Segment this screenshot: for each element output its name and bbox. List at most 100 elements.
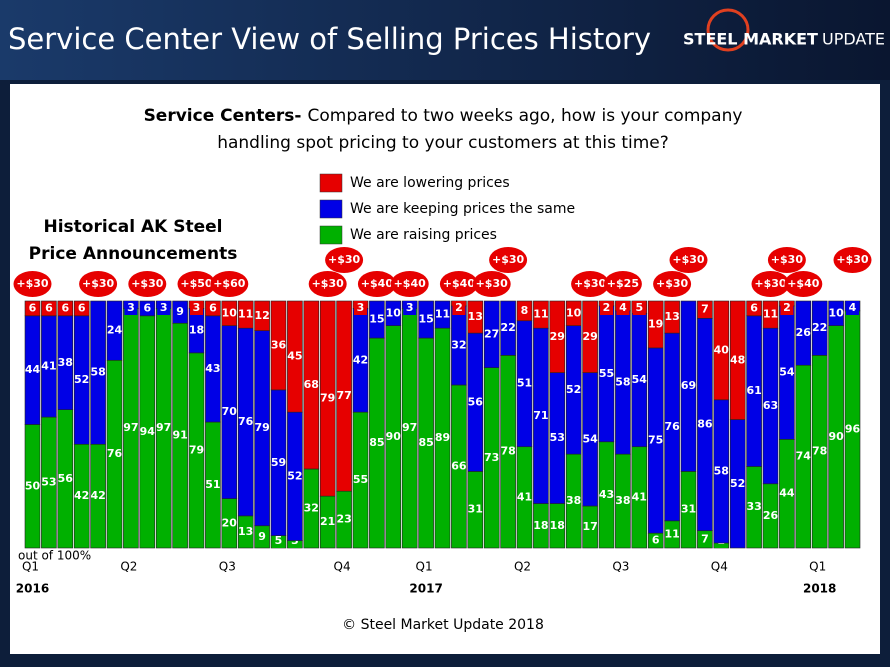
value-label: 7 — [701, 532, 709, 545]
value-label: 77 — [336, 389, 351, 402]
value-label: 9 — [176, 305, 184, 318]
value-label: 85 — [369, 436, 384, 449]
value-label: 68 — [304, 378, 319, 391]
value-label: 78 — [500, 445, 515, 458]
value-label: 97 — [402, 421, 417, 434]
label-box — [157, 301, 171, 315]
value-label: 76 — [664, 420, 680, 433]
value-label: 26 — [796, 326, 812, 339]
x-tick-label: Q3 — [612, 560, 629, 574]
announcement-bubble — [767, 247, 806, 273]
value-label: 40 — [714, 343, 730, 356]
chart-title-text: Compared to two weeks ago, how is your c… — [307, 106, 742, 126]
bar-segment — [24, 300, 41, 317]
logo-light: UPDATE — [822, 30, 885, 49]
value-label: 41 — [517, 490, 532, 503]
value-label: 42 — [90, 489, 105, 502]
value-label: 66 — [451, 459, 467, 472]
bar-segment — [680, 300, 697, 472]
value-label: 38 — [58, 356, 73, 369]
legend-swatch — [319, 173, 343, 193]
value-label: 52 — [74, 373, 89, 386]
value-label: 51 — [205, 478, 220, 491]
x-tick-label: Q3 — [219, 560, 236, 574]
bar-segment — [57, 300, 74, 317]
value-label: 13 — [468, 310, 483, 323]
bar-segment — [369, 300, 385, 339]
label-box — [780, 301, 794, 315]
value-label: 38 — [615, 494, 630, 507]
logo-mark — [706, 8, 750, 52]
value-label: 96 — [845, 422, 861, 435]
value-label: 2 — [603, 301, 611, 314]
page-title: Service Center View of Selling Prices Hi… — [8, 22, 651, 56]
label-box — [616, 301, 630, 315]
announcement-label: +$30 — [836, 253, 869, 266]
legend-label: We are keeping prices the same — [350, 201, 575, 217]
footer: © Steel Market Update 2018 — [342, 617, 544, 633]
announcement-label: +$30 — [771, 253, 804, 266]
value-label: 97 — [156, 421, 171, 434]
bar-segment — [106, 300, 123, 361]
value-label: 76 — [238, 415, 254, 428]
announcement-label: +$40 — [787, 277, 820, 290]
bar-segment — [647, 300, 664, 349]
value-label: 11 — [238, 308, 253, 321]
legend-swatch — [319, 225, 343, 245]
value-label: 19 — [648, 317, 663, 330]
annotation: Historical AK Steel — [44, 217, 223, 237]
bar-segment — [385, 300, 402, 327]
value-label: 38 — [566, 494, 581, 507]
bar-segment — [41, 300, 57, 317]
value-label: 44 — [779, 487, 795, 500]
value-label: 13 — [664, 310, 679, 323]
announcement-label: +$30 — [131, 277, 164, 290]
value-label: 6 — [750, 301, 758, 314]
value-label: 24 — [107, 324, 123, 337]
value-label: 69 — [681, 379, 696, 392]
value-label: 2 — [783, 301, 791, 314]
value-label: 71 — [533, 409, 548, 422]
value-label: 90 — [828, 430, 844, 443]
value-label: 29 — [582, 330, 597, 343]
x-tick-label: Q2 — [514, 560, 531, 574]
announcement-label: +$30 — [82, 277, 115, 290]
bar-segment — [303, 300, 320, 470]
bar-segment — [729, 300, 746, 420]
announcement-bubble — [784, 271, 823, 297]
value-label: 56 — [58, 472, 74, 485]
value-label: 26 — [763, 509, 779, 522]
value-label: 61 — [746, 384, 761, 397]
value-label: 13 — [238, 525, 253, 538]
bar-segment — [795, 300, 812, 366]
legend-swatch — [319, 199, 343, 219]
value-label: 94 — [140, 425, 156, 438]
value-label: 56 — [468, 395, 484, 408]
announcement-bubble — [390, 271, 429, 297]
chart-title-line: handling spot pricing to your customers … — [217, 133, 669, 153]
value-label: 74 — [796, 450, 812, 463]
bar-segment — [418, 300, 434, 339]
value-label: 6 — [29, 301, 37, 314]
value-label: 41 — [632, 490, 647, 503]
value-label: 29 — [550, 330, 565, 343]
value-label: 90 — [386, 430, 402, 443]
value-label: 4 — [619, 301, 627, 314]
announcement-label: +$30 — [492, 253, 525, 266]
announcement-bubble — [128, 271, 167, 297]
x-tick-label: Q4 — [334, 560, 351, 574]
value-label: 3 — [127, 301, 135, 314]
label-box — [452, 301, 466, 315]
announcement-bubble — [79, 271, 118, 297]
value-label: 22 — [812, 321, 827, 334]
value-label: 32 — [451, 338, 466, 351]
value-label: 18 — [550, 519, 565, 532]
value-label: 18 — [533, 519, 548, 532]
value-label: 3 — [160, 301, 168, 314]
value-label: 15 — [369, 313, 384, 326]
value-label: 53 — [41, 476, 56, 489]
value-label: 91 — [172, 429, 187, 442]
value-label: 89 — [435, 431, 450, 444]
bar-segment — [73, 300, 90, 317]
